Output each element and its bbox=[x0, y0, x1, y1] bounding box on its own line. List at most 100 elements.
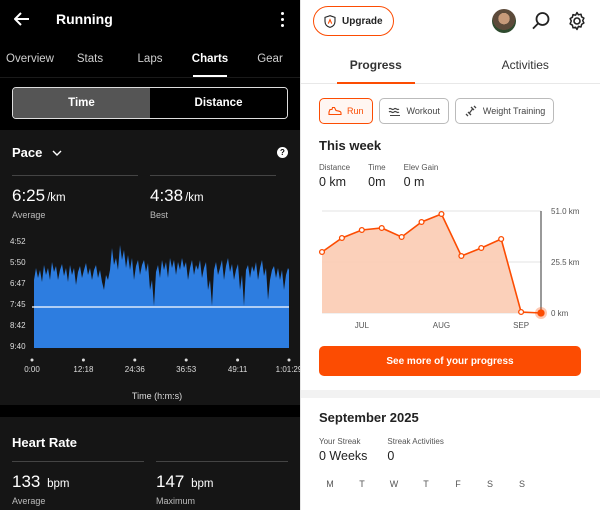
pace-x-tick-dot bbox=[236, 358, 240, 362]
upgrade-button[interactable]: Upgrade bbox=[313, 6, 394, 36]
pace-y-tick-label: 6:47 bbox=[10, 279, 26, 288]
month-section: September 2025 Your Streak 0 Weeks Strea… bbox=[319, 410, 589, 489]
hr-average-value: 133 bbox=[12, 472, 41, 491]
pace-x-tick-label: 0:00 bbox=[24, 365, 40, 374]
chevron-down-icon[interactable] bbox=[52, 150, 62, 156]
week-distance-label: Distance bbox=[319, 163, 351, 172]
chart-point[interactable] bbox=[378, 224, 385, 232]
week-time-value: 0m bbox=[368, 175, 386, 189]
tab-laps[interactable]: Laps bbox=[137, 53, 163, 65]
tab-gear[interactable]: Gear bbox=[257, 53, 283, 65]
streak-stats: Your Streak 0 Weeks Streak Activities 0 bbox=[319, 437, 589, 463]
chart-point[interactable] bbox=[358, 226, 365, 234]
weekday-label: W bbox=[389, 479, 399, 489]
help-icon[interactable]: ? bbox=[277, 147, 288, 158]
activity-title: Running bbox=[56, 11, 113, 27]
heart-rate-average: 133 bpm Average bbox=[12, 461, 144, 506]
tab-activities[interactable]: Activities bbox=[501, 58, 549, 72]
chip-weight-training[interactable]: Weight Training bbox=[454, 98, 555, 124]
chart-point[interactable] bbox=[518, 308, 525, 316]
chart-x-tick-label: JUL bbox=[355, 321, 370, 330]
hr-max-label: Maximum bbox=[156, 496, 196, 506]
pace-average-value: 6:25 bbox=[12, 186, 46, 205]
hr-average-unit: bpm bbox=[47, 478, 70, 490]
streak-activities-value: 0 bbox=[387, 449, 395, 463]
dumbbell-icon bbox=[465, 105, 477, 117]
tab-overview[interactable]: Overview bbox=[6, 53, 54, 65]
chart-y-tick-label: 0 km bbox=[551, 309, 569, 318]
this-week-section: This week Distance 0 km Time 0m Elev Gai… bbox=[301, 124, 600, 189]
chip-run-label: Run bbox=[347, 106, 364, 116]
streak-weeks-value: 0 Weeks bbox=[319, 449, 368, 463]
chart-x-tick-label: AUG bbox=[433, 321, 450, 330]
week-elev-label: Elev Gain bbox=[403, 163, 439, 172]
chart-point[interactable] bbox=[338, 234, 345, 242]
weekday-label: F bbox=[455, 479, 461, 489]
week-time-label: Time bbox=[368, 163, 386, 172]
chart-point[interactable] bbox=[478, 244, 485, 252]
pace-x-tick-label: 24:36 bbox=[125, 365, 146, 374]
week-distance: Distance 0 km bbox=[319, 163, 350, 189]
week-title: This week bbox=[319, 138, 382, 153]
chart-point[interactable] bbox=[537, 309, 545, 317]
pace-stats: 6:25/km Average 4:38/km Best bbox=[0, 175, 300, 220]
week-elev: Elev Gain 0 m bbox=[404, 163, 439, 189]
chart-y-tick-label: 25.5 km bbox=[551, 258, 580, 267]
search-icon[interactable] bbox=[530, 10, 552, 32]
activity-tabs: Overview Stats Laps Charts Gear bbox=[0, 38, 300, 78]
pace-average-label: Average bbox=[12, 210, 46, 220]
pace-average: 6:25/km Average bbox=[12, 175, 138, 220]
see-more-progress-button[interactable]: See more of your progress bbox=[319, 346, 581, 376]
weekday-label: S bbox=[486, 479, 493, 489]
chart-point[interactable] bbox=[418, 218, 425, 226]
avatar[interactable] bbox=[492, 9, 516, 33]
time-distance-toggle: Time Distance bbox=[12, 87, 288, 119]
chip-run[interactable]: Run bbox=[319, 98, 373, 124]
tab-progress[interactable]: Progress bbox=[301, 42, 451, 83]
pace-x-axis-label: Time (h:m:s) bbox=[132, 391, 182, 401]
hr-max-value: 147 bbox=[156, 472, 185, 491]
chart-point[interactable] bbox=[398, 233, 405, 241]
chart-point[interactable] bbox=[318, 248, 326, 256]
streak-weeks-label: Your Streak bbox=[319, 437, 361, 446]
gear-icon[interactable] bbox=[566, 10, 588, 32]
distance-line bbox=[321, 212, 542, 314]
toggle-time[interactable]: Time bbox=[13, 88, 150, 118]
section-divider bbox=[0, 405, 300, 417]
pace-area bbox=[34, 245, 289, 348]
weekly-distance-chart[interactable]: 51.0 km 25.5 km 0 km JUL AUG SEP bbox=[301, 203, 600, 333]
heart-rate-stats: 133 bpm Average 147 bpm Maximum bbox=[12, 461, 300, 506]
pace-y-tick-label: 5:50 bbox=[10, 258, 26, 267]
tab-charts[interactable]: Charts bbox=[180, 53, 240, 77]
streak-activities: Streak Activities 0 bbox=[387, 437, 443, 463]
pace-title[interactable]: Pace bbox=[12, 145, 43, 160]
more-menu-icon[interactable] bbox=[276, 11, 288, 27]
pace-x-tick-dot bbox=[133, 358, 137, 362]
progress-tabs: Progress Activities bbox=[301, 42, 600, 84]
chip-workout[interactable]: Workout bbox=[378, 98, 449, 124]
chart-point[interactable] bbox=[458, 252, 465, 260]
pace-average-unit: /km bbox=[47, 192, 66, 204]
pace-y-tick-label: 4:52 bbox=[10, 237, 26, 246]
week-elev-value: 0 m bbox=[403, 175, 425, 189]
pace-x-tick-label: 1:01:29 bbox=[276, 365, 300, 374]
progress-panel: Upgrade Progress Activities Run Workout … bbox=[300, 0, 600, 510]
week-distance-value: 0 km bbox=[319, 175, 347, 189]
pace-chart[interactable]: 4:52 5:50 6:47 7:45 8:42 9:40 0:00 12:18 24:36 3… bbox=[0, 230, 300, 405]
streak-weeks: Your Streak 0 Weeks bbox=[319, 437, 367, 463]
pace-x-tick-dot bbox=[81, 358, 85, 362]
pace-best-value: 4:38 bbox=[150, 186, 184, 205]
distance-area bbox=[322, 214, 541, 313]
month-title: September 2025 bbox=[319, 410, 419, 425]
toggle-distance[interactable]: Distance bbox=[150, 88, 287, 118]
chart-point[interactable] bbox=[438, 210, 445, 218]
chart-point[interactable] bbox=[498, 235, 505, 243]
chart-x-tick-label: SEP bbox=[513, 321, 529, 330]
chip-workout-label: Workout bbox=[406, 106, 440, 116]
workout-icon bbox=[388, 107, 400, 116]
heart-rate-max: 147 bpm Maximum bbox=[156, 461, 288, 506]
back-arrow-icon[interactable] bbox=[12, 9, 32, 29]
tab-stats[interactable]: Stats bbox=[76, 53, 104, 65]
pace-section: Pace ? 6:25/km Average 4:38/km Best 4:52… bbox=[0, 130, 300, 405]
weekday-label: T bbox=[423, 479, 429, 489]
